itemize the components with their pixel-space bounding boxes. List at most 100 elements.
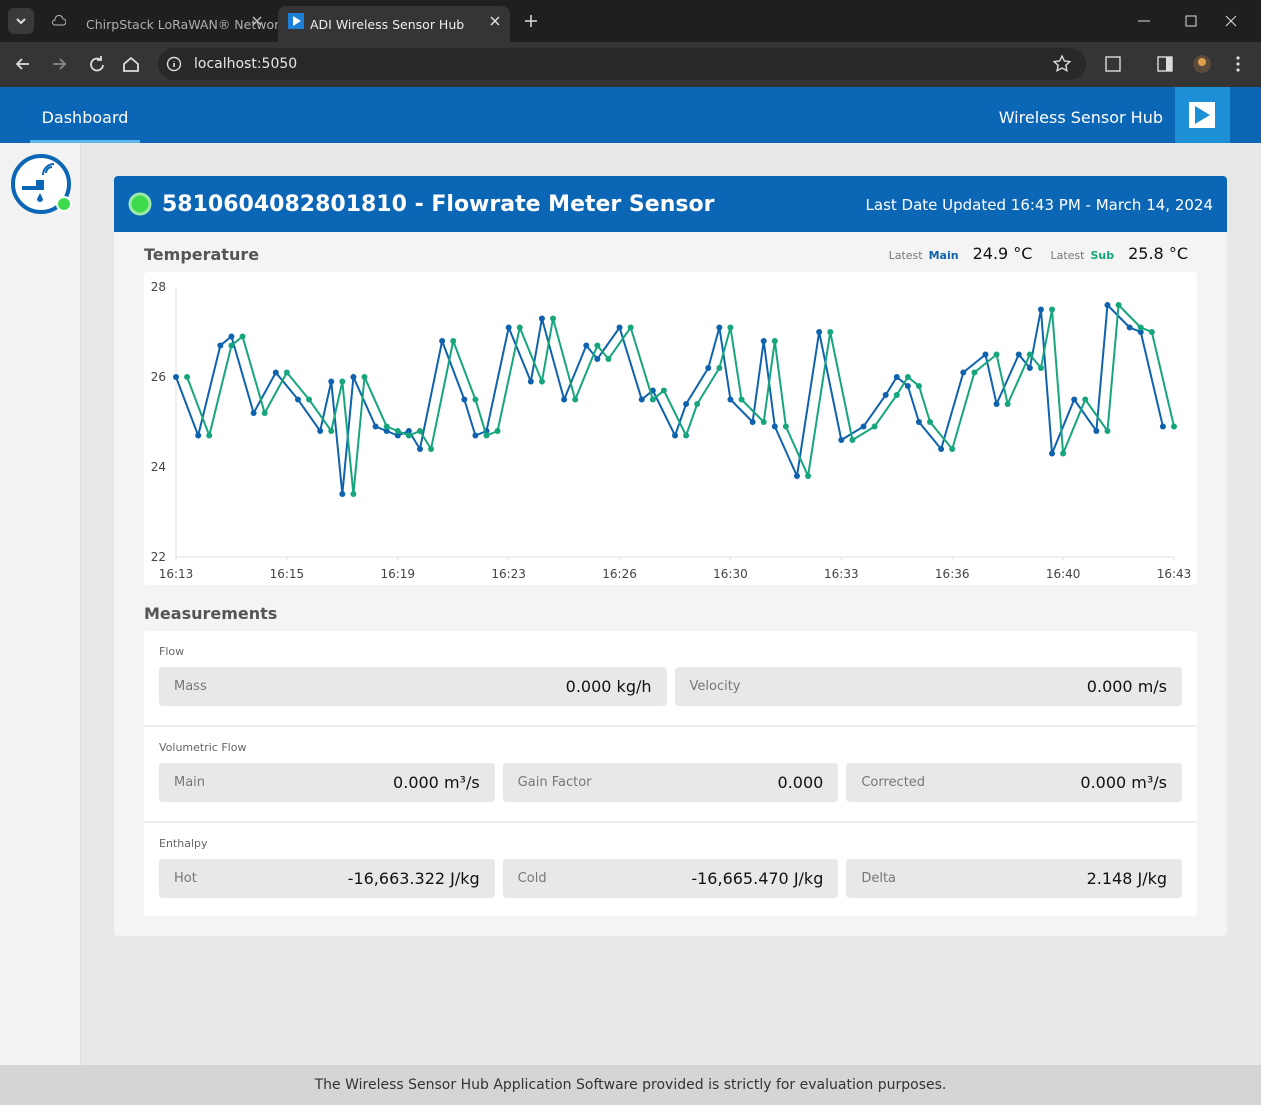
x-tick-label: 16:30 xyxy=(713,567,748,581)
data-point xyxy=(306,396,313,403)
address-bar[interactable]: localhost:5050 xyxy=(158,48,1086,80)
measurement-value: 0.000 kg/h xyxy=(565,677,652,696)
group-label: Volumetric Flow xyxy=(159,741,247,754)
nav-tab[interactable]: Dashboard xyxy=(30,87,140,143)
nav-buttons[interactable] xyxy=(10,52,150,76)
data-point xyxy=(372,423,379,430)
data-point xyxy=(217,342,224,349)
data-point xyxy=(993,351,1000,358)
x-tick-label: 16:15 xyxy=(270,567,305,581)
data-point xyxy=(827,329,834,335)
sensor-icon[interactable] xyxy=(10,153,74,217)
data-point xyxy=(694,401,701,407)
toolbar-icons[interactable] xyxy=(1052,54,1252,74)
data-point xyxy=(771,423,778,430)
section-title: Temperature xyxy=(144,245,260,264)
chart: 22 24 26 28 16:13 16:15 16:19 16:23 16:26 16:30 16… xyxy=(144,272,1197,585)
data-point xyxy=(1026,365,1033,371)
data-point xyxy=(738,396,745,403)
data-point xyxy=(1104,302,1111,308)
data-point xyxy=(250,410,257,416)
data-point xyxy=(328,428,335,434)
group-label: Enthalpy xyxy=(159,837,208,850)
data-point xyxy=(173,374,179,380)
measurement-group: Enthalpy Hot -16,663.322 J/kg Cold -16,665.4… xyxy=(144,823,1197,919)
data-point xyxy=(1148,329,1155,335)
data-point xyxy=(938,446,945,452)
brand-logo[interactable] xyxy=(1175,87,1230,143)
data-point xyxy=(416,428,423,434)
x-tick-label: 16:33 xyxy=(824,567,859,581)
data-point xyxy=(882,392,889,398)
data-point xyxy=(1071,396,1078,403)
latest-value: 24.9 °C xyxy=(972,244,1033,263)
x-tick-label: 16:13 xyxy=(159,567,194,581)
x-tick-label: 16:19 xyxy=(380,567,415,581)
data-point xyxy=(683,432,690,439)
data-point xyxy=(405,428,412,434)
measurement: Main 0.000 m³/s xyxy=(159,763,495,802)
data-point xyxy=(561,396,568,403)
data-point xyxy=(350,491,357,497)
data-point xyxy=(982,351,989,358)
data-point xyxy=(893,374,900,380)
tab-menu[interactable] xyxy=(8,8,34,34)
data-point xyxy=(927,419,934,425)
data-point xyxy=(1137,324,1144,331)
tab-close[interactable] xyxy=(488,14,502,28)
data-point xyxy=(361,374,368,380)
data-point xyxy=(716,365,723,371)
data-point xyxy=(461,396,468,403)
data-point xyxy=(350,374,357,380)
data-point xyxy=(228,342,235,349)
y-tick-label: 24 xyxy=(151,460,166,474)
data-point xyxy=(483,432,490,439)
window-controls[interactable] xyxy=(1130,8,1250,34)
tab-close[interactable] xyxy=(250,14,264,28)
data-point xyxy=(206,432,213,439)
data-point xyxy=(1060,450,1067,457)
data-point xyxy=(439,338,446,344)
data-point xyxy=(627,324,634,331)
data-point xyxy=(993,401,1000,407)
latest-values: Latest Main 24.9 °C Latest Sub 25.8 °C xyxy=(889,244,1188,263)
x-tick-label: 16:36 xyxy=(935,567,970,581)
data-point xyxy=(538,378,545,385)
data-point xyxy=(683,401,690,407)
tab-icon xyxy=(52,15,66,26)
data-point xyxy=(594,356,601,362)
data-point xyxy=(184,374,191,380)
data-point xyxy=(294,396,301,403)
data-point xyxy=(1037,306,1044,313)
data-point xyxy=(339,491,346,497)
data-point xyxy=(1171,423,1177,430)
tab-active[interactable]: ADI Wireless Sensor Hub xyxy=(278,6,510,42)
data-point xyxy=(871,423,878,430)
data-point xyxy=(838,437,845,443)
measurement-value: 0.000 m³/s xyxy=(393,773,480,792)
x-tick-label: 16:43 xyxy=(1157,567,1192,581)
data-point xyxy=(1015,351,1022,358)
data-point xyxy=(405,432,412,439)
tab-icon xyxy=(288,13,304,29)
measurement-label: Mass xyxy=(174,679,207,694)
measurement-value: 0.000 m³/s xyxy=(1080,773,1168,792)
data-point xyxy=(716,324,723,331)
measurement-label: Cold xyxy=(517,871,547,886)
data-point xyxy=(572,396,579,403)
data-point xyxy=(328,378,335,385)
measurement: Mass 0.000 kg/h xyxy=(159,667,667,706)
data-point xyxy=(283,369,290,376)
tab[interactable]: ChirpStack LoRaWAN® Networ xyxy=(40,6,279,42)
site-info[interactable] xyxy=(166,56,182,72)
data-point xyxy=(339,378,346,385)
data-point xyxy=(228,333,235,340)
app-bar: Dashboard Wireless Sensor Hub xyxy=(0,87,1261,143)
data-point xyxy=(1049,306,1056,313)
measurement-group: Flow Mass 0.000 kg/h Velocity 0.000 m/s xyxy=(144,631,1197,727)
data-point xyxy=(1026,351,1033,358)
y-tick-label: 28 xyxy=(151,280,166,294)
new-tab[interactable] xyxy=(523,13,539,29)
data-point xyxy=(782,423,789,430)
data-point xyxy=(705,365,712,371)
